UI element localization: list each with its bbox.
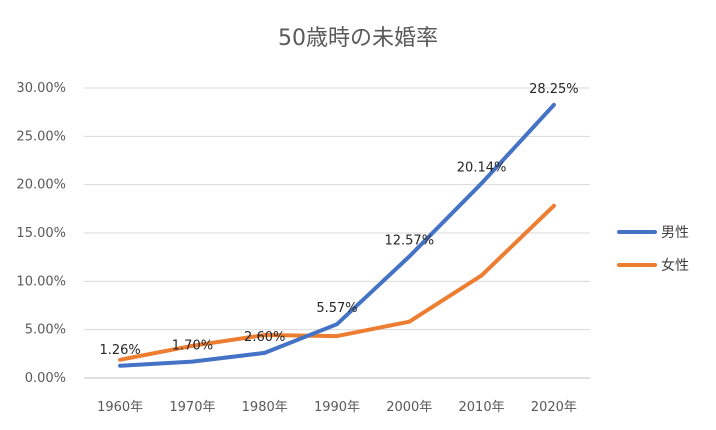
x-tick-label: 1980年 [242,400,288,415]
y-tick-label: 5.00% [25,323,66,338]
x-tick-label: 2020年 [531,400,577,415]
y-tick-label: 25.00% [16,129,66,144]
x-tick-label: 2000年 [386,400,432,415]
data-label: 20.14% [457,160,507,175]
gridlines [84,87,590,379]
y-tick-label: 15.00% [16,226,66,241]
data-label: 1.70% [172,339,213,354]
x-tick-label: 1960年 [97,400,143,415]
x-axis: 1960年 1970年 1980年 1990年 2000年 2010年 2020年 [97,400,577,415]
series-line-male [118,102,556,368]
legend-label: 女性 [661,257,689,274]
legend-label: 男性 [661,225,689,241]
data-label: 1.26% [99,343,140,358]
series-line-female [118,203,556,362]
x-tick-label: 1990年 [314,400,360,415]
data-label: 5.57% [316,301,357,316]
data-label: 12.57% [384,233,434,248]
y-axis: 0.00% 5.00% 10.00% 15.00% 20.00% 25.00% 30.00% [16,81,66,386]
data-labels: 1.26% 1.70% 2.60% 5.57% 12.57% 20.14% 28.25% [99,82,578,358]
y-tick-label: 10.00% [16,274,66,289]
y-tick-label: 20.00% [16,178,66,193]
x-tick-label: 2010年 [459,400,505,415]
y-tick-label: 30.00% [16,81,66,96]
series-lines [118,102,556,368]
x-tick-label: 1970年 [169,400,215,415]
data-label: 2.60% [244,330,285,345]
y-tick-label: 0.00% [25,371,66,386]
chart-title: 50歳時の未婚率 [278,26,438,51]
data-label: 28.25% [529,82,579,97]
